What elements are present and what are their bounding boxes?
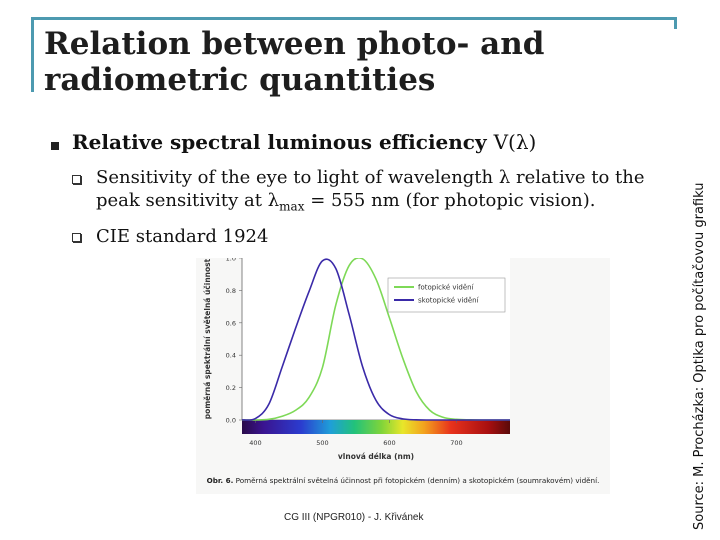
source-credit: Source: M. Procházka: Optika pro počítač… bbox=[692, 182, 707, 530]
y-tick-label: 0.8 bbox=[226, 287, 236, 295]
sub-bullet-1-line-2b: = 555 nm (for photopic vision). bbox=[304, 190, 596, 211]
main-bullet-text: Relative spectral luminous efficiency V(… bbox=[72, 130, 536, 154]
main-bullet-symbol: V(λ) bbox=[493, 130, 537, 154]
caption-label: Obr. 6. bbox=[206, 476, 234, 485]
spectrum-bar bbox=[242, 420, 510, 434]
sub-bullet-text-2: CIE standard 1924 bbox=[96, 226, 269, 247]
luminous-efficiency-chart: 0.0 0.2 0.4 0.6 0.8 1.0 400 500 600 700 poměrná … bbox=[203, 258, 510, 461]
title-line-1: Relation between photo- and bbox=[44, 26, 545, 62]
main-bullet-marker bbox=[51, 142, 59, 150]
x-tick-label: 600 bbox=[383, 439, 395, 447]
lambda-max-subscript: max bbox=[279, 199, 305, 214]
legend-label: fotopické vidění bbox=[418, 284, 475, 292]
figure-caption: Obr. 6. Poměrná spektrální světelná účin… bbox=[196, 476, 610, 485]
sub-bullet-1-line-1: Sensitivity of the eye to light of wavel… bbox=[96, 167, 645, 188]
main-bullet-label: Relative spectral luminous efficiency bbox=[72, 130, 487, 154]
footer-text: CG III (NPGR010) - J. Křivánek bbox=[284, 512, 424, 523]
y-tick-label: 0.2 bbox=[226, 384, 236, 392]
y-tick-label: 0.0 bbox=[226, 417, 236, 425]
sub-bullet-marker-1 bbox=[72, 175, 81, 184]
frame-right-border bbox=[674, 17, 677, 29]
x-tick-label: 500 bbox=[316, 439, 328, 447]
x-tick-label: 400 bbox=[249, 439, 261, 447]
y-tick-label: 0.6 bbox=[226, 319, 236, 327]
y-axis-label: poměrná spektrální světelná účinnost bbox=[203, 258, 212, 419]
luminous-efficiency-figure: 0.0 0.2 0.4 0.6 0.8 1.0 400 500 600 700 poměrná … bbox=[196, 258, 610, 494]
x-tick-label: 700 bbox=[450, 439, 462, 447]
frame-left-border bbox=[31, 17, 34, 92]
legend-label: skotopické vidění bbox=[418, 297, 480, 305]
x-axis-label: vlnová délka (nm) bbox=[338, 452, 414, 461]
frame-top-border bbox=[31, 17, 677, 20]
y-tick-label: 0.4 bbox=[226, 352, 236, 360]
sub-bullet-1-line-2a: peak sensitivity at λ bbox=[96, 190, 280, 211]
title-line-2: radiometric quantities bbox=[44, 62, 436, 98]
y-tick-label: 1.0 bbox=[226, 258, 236, 263]
legend-box bbox=[387, 277, 506, 313]
series-line-scotopic bbox=[241, 258, 510, 421]
sub-bullet-text-1: Sensitivity of the eye to light of wavel… bbox=[96, 166, 645, 219]
legend: fotopické vidění skotopické vidění bbox=[387, 277, 506, 313]
caption-text: Poměrná spektrální světelná účinnost při… bbox=[233, 476, 600, 485]
sub-bullet-marker-2 bbox=[72, 233, 81, 242]
slide-title: Relation between photo- and radiometric … bbox=[44, 26, 644, 98]
